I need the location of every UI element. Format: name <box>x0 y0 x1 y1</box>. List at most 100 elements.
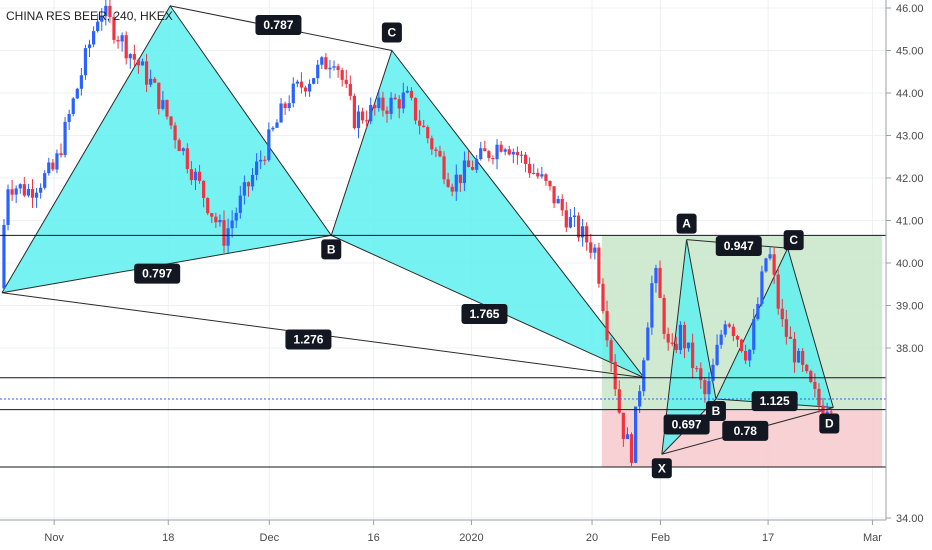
candle-down <box>442 156 446 180</box>
price-tick-label: 34.00 <box>896 513 924 525</box>
point-label: C <box>789 233 798 247</box>
candle-up <box>768 254 772 259</box>
candle-down <box>246 182 251 187</box>
candle-up <box>454 174 458 192</box>
ratio-label-bg <box>715 236 762 256</box>
ratio-label-bg <box>722 420 769 441</box>
pattern-1-xab-triangle <box>2 5 332 293</box>
candle-up <box>250 174 255 187</box>
candle-up <box>238 195 242 213</box>
candle-up <box>568 217 572 228</box>
candle-down <box>30 189 35 198</box>
candle-up <box>161 100 165 109</box>
candle-up <box>234 212 238 221</box>
candle-up <box>100 16 104 22</box>
candle-down <box>805 364 809 372</box>
candle-down <box>340 70 344 80</box>
candle-down <box>658 267 662 298</box>
ratio-label-bg <box>751 391 798 412</box>
candle-down <box>727 324 731 327</box>
candle-up <box>796 350 801 363</box>
candle-up <box>377 97 381 109</box>
candle-up <box>230 220 234 229</box>
candle-up <box>715 344 719 365</box>
candle-down <box>418 120 422 126</box>
candle-down <box>214 216 218 223</box>
candle-down <box>470 167 475 170</box>
candle-down <box>108 5 112 18</box>
candle-up <box>503 149 507 152</box>
candle-up <box>462 160 467 184</box>
pattern-labels: 0.787 0.797 1.765 1.276 B C 0.947 1.125 0.697 0.7… <box>134 15 840 479</box>
candle-up <box>764 258 768 272</box>
candle-down <box>817 388 821 406</box>
ratio-label: 0.787 <box>263 18 293 32</box>
price-tick-label: 42.00 <box>896 173 924 185</box>
candle-down <box>324 57 328 70</box>
candle-up <box>275 122 279 128</box>
candle-down <box>548 180 552 187</box>
time-tick-label: 17 <box>762 532 774 544</box>
candle-down <box>601 283 605 312</box>
candle-down <box>426 127 430 139</box>
candle-up <box>255 161 259 175</box>
candle-down <box>344 79 348 84</box>
candle-down <box>609 340 613 362</box>
candle-down <box>544 174 548 181</box>
candle-up <box>128 54 132 59</box>
candle-up <box>181 148 185 152</box>
ratio-label: 1.276 <box>293 333 323 347</box>
candle-down <box>393 97 397 100</box>
candle-up <box>295 81 299 84</box>
candle-up <box>556 198 560 204</box>
candle-down <box>10 189 14 195</box>
candle-up <box>26 189 31 196</box>
candle-down <box>197 171 202 181</box>
candle-up <box>723 324 727 335</box>
time-tick-label: Feb <box>651 532 670 544</box>
candle-up <box>633 406 638 463</box>
candle-down <box>507 149 511 155</box>
ratio-label-bg <box>461 304 508 324</box>
candle-down <box>434 149 438 151</box>
ratio-label-bg <box>134 263 181 284</box>
candle-down <box>536 172 540 177</box>
candle-down <box>116 39 120 42</box>
point-label: A <box>682 217 691 231</box>
candle-down <box>564 210 568 228</box>
candle-down <box>22 184 26 196</box>
price-axis[interactable]: 34.00 38.00 39.00 40.00 41.00 42.00 43.00 44.00… <box>886 3 924 525</box>
candle-up <box>307 83 312 92</box>
candle-down <box>735 336 740 340</box>
ratio-label: 0.78 <box>734 424 758 438</box>
chart-title: CHINA RES BEER, 240, HKEX <box>6 9 173 23</box>
candle-up <box>756 303 760 320</box>
candle-down <box>670 342 674 344</box>
time-axis[interactable]: Nov 18 Dec 16 2020 20 Feb 17 Mar <box>44 520 882 544</box>
candle-up <box>43 173 47 188</box>
candle-down <box>153 78 157 83</box>
price-tick-label: 46.00 <box>896 3 924 15</box>
candle-down <box>124 35 128 59</box>
candle-down <box>336 66 340 71</box>
pattern-2-bcd-triangle <box>715 248 834 408</box>
candle-down <box>59 153 63 156</box>
candle-down <box>263 159 267 161</box>
candle-down <box>585 226 589 243</box>
candle-down <box>157 82 161 109</box>
candle-up <box>638 391 642 407</box>
candle-up <box>625 434 630 440</box>
candle-up <box>389 97 393 114</box>
price-tick-label: 45.00 <box>896 46 924 58</box>
candle-down <box>136 59 141 66</box>
candle-down <box>699 368 703 381</box>
candle-up <box>369 104 373 122</box>
candle-up <box>267 129 271 161</box>
candle-up <box>540 174 544 177</box>
candle-up <box>678 324 683 350</box>
candle-down <box>112 17 116 40</box>
candle-up <box>39 187 43 193</box>
point-label: B <box>712 404 721 418</box>
ratio-label-bg <box>255 15 302 35</box>
